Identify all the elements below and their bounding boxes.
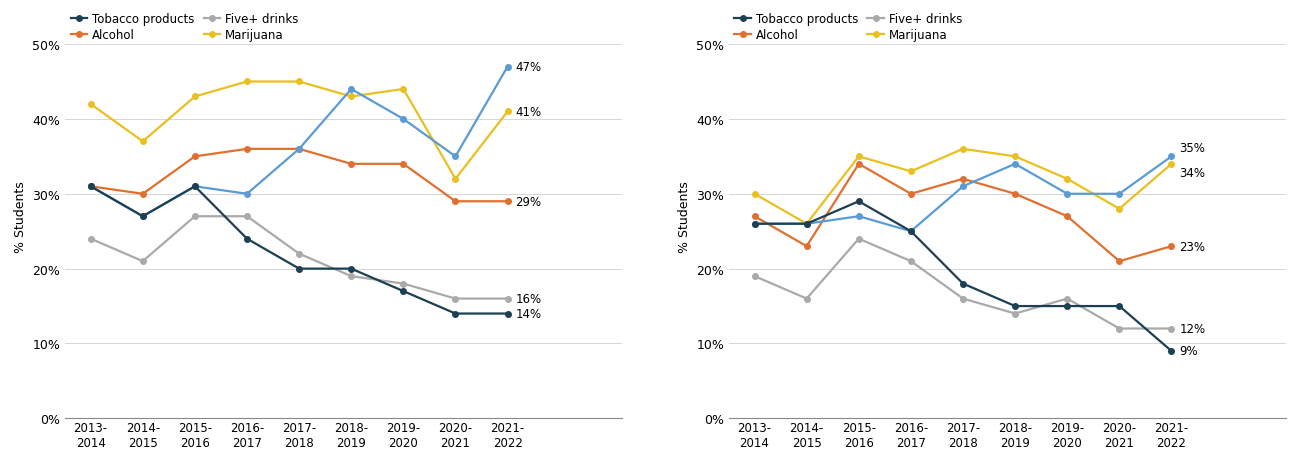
Text: 16%: 16% <box>515 293 542 306</box>
Text: 23%: 23% <box>1179 240 1205 253</box>
Text: 34%: 34% <box>1179 167 1205 180</box>
Y-axis label: % Students: % Students <box>14 181 27 252</box>
Text: 9%: 9% <box>1179 345 1197 358</box>
Legend: Tobacco products, Alcohol, Five+ drinks, Marijuana: Tobacco products, Alcohol, Five+ drinks,… <box>70 13 298 43</box>
Text: 35%: 35% <box>1179 142 1205 155</box>
Text: 12%: 12% <box>1179 322 1205 335</box>
Text: 41%: 41% <box>515 106 542 119</box>
Legend: Tobacco products, Alcohol, Five+ drinks, Marijuana: Tobacco products, Alcohol, Five+ drinks,… <box>734 13 962 43</box>
Text: 47%: 47% <box>515 61 542 74</box>
Y-axis label: % Students: % Students <box>677 181 690 252</box>
Text: 29%: 29% <box>515 195 542 208</box>
Text: 14%: 14% <box>515 307 542 320</box>
